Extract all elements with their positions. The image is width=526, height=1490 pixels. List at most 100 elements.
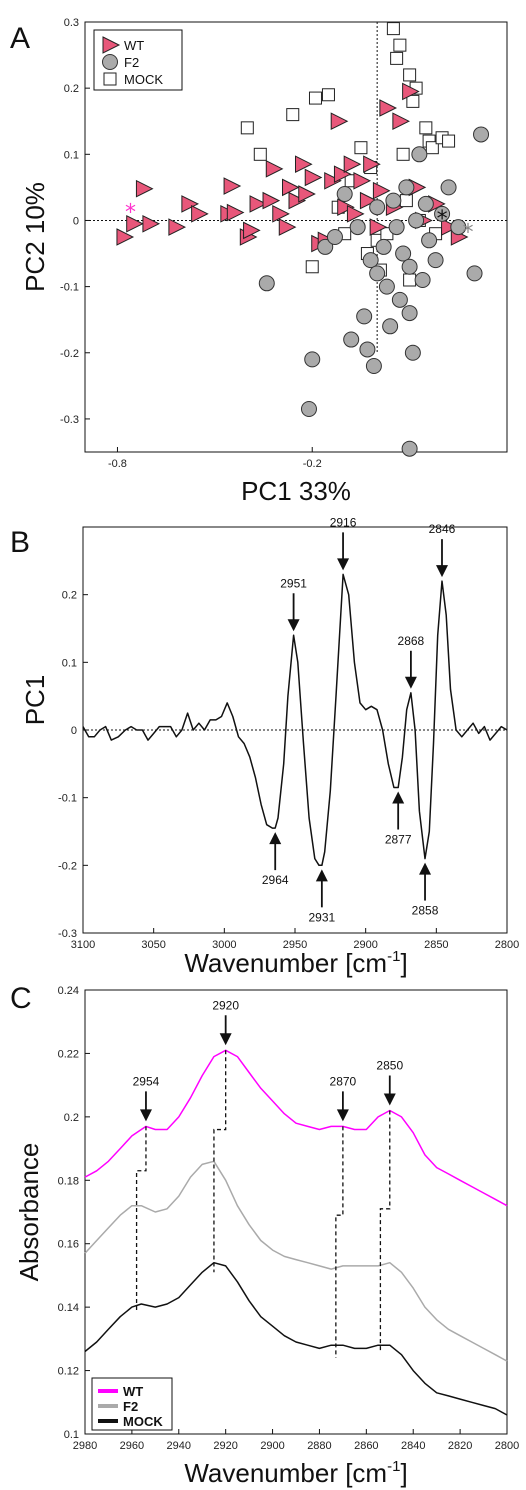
panel-a-point-wt (298, 185, 316, 203)
panel-b-xtick-label: 2950 (283, 939, 307, 951)
panel-b-annotation-2964-label: 2964 (262, 873, 289, 887)
panel-a-legend-marker-f2 (102, 54, 118, 70)
panel-c-xtick-label: 2980 (73, 1440, 97, 1452)
panel-a-points: * * * (116, 22, 490, 457)
panel-c-annotation-2850-head (383, 1093, 396, 1106)
panel-b-xlabel: Wavenumber [cm-1] (184, 948, 407, 978)
panel-a-point-mock (286, 108, 300, 122)
panel-c-annotation-2954-label: 2954 (133, 1074, 160, 1088)
panel-a-point-f2 (378, 278, 395, 295)
panel-a-point-wt (181, 195, 199, 213)
panel-a-point-wt (337, 198, 355, 217)
panel-b-annotation-2951-label: 2951 (280, 576, 307, 590)
panel-a-point-mock-centroid: * (437, 207, 448, 232)
panel-c-annotation-2870-label: 2870 (330, 1074, 357, 1088)
panel-letter-a: A (10, 22, 30, 55)
panel-a-ylabel: PC2 10% (20, 182, 50, 292)
panel-c-xtick-label: 2900 (260, 1440, 284, 1452)
panel-a-point-wt (346, 205, 365, 223)
panel-a-point-f2 (343, 331, 360, 348)
panel-a-point-f2 (417, 195, 434, 212)
panel-a-point-wt (278, 218, 297, 236)
panel-b-ytick-label: 0.2 (62, 590, 77, 602)
panel-c-frame (84, 989, 508, 1435)
panel-a-point-f2 (421, 232, 438, 249)
panel-a-point-mock (354, 141, 368, 155)
panel-a-point-wt (402, 82, 420, 101)
panel-c-shift-guide (335, 1126, 344, 1358)
panel-a-point-f2 (369, 199, 386, 216)
panel-a-point-f2 (408, 212, 425, 229)
panel-a-point-f2 (317, 238, 334, 255)
panel-c-xtick-label: 2800 (495, 1440, 519, 1452)
panel-c-legend-label-wt: WT (123, 1384, 143, 1399)
panel-a-xlabel: PC1 33% (241, 476, 351, 506)
panel-a-point-f2 (385, 192, 402, 209)
panel-a-point-f2 (401, 305, 418, 322)
panel-a-point-wt (226, 203, 245, 222)
panel-b-ytick-label: 0.1 (62, 657, 77, 669)
panel-b-xtick-label: 3050 (141, 939, 165, 951)
panel-a-point-wt (392, 112, 410, 131)
panel-c-series-mock (84, 1261, 508, 1416)
panel-a-point-f2 (395, 245, 412, 262)
panel-a-point-wt (265, 160, 284, 178)
panel-b-annotation-2846-head (435, 565, 448, 578)
panel-b-ytick-label: -0.3 (58, 928, 77, 940)
panel-a-point-mock (308, 91, 322, 105)
panel-a-point-f2 (414, 272, 431, 288)
panel-c-xtick-label: 2840 (401, 1440, 425, 1452)
panel-a-point-wt (353, 171, 372, 190)
panel-a-point-f2 (411, 146, 428, 163)
panel-a-point-wt (116, 228, 135, 246)
panel-b-annotation-2858-head (419, 862, 432, 875)
panel-c-ytick-label: 0.22 (58, 1048, 79, 1060)
panel-c-xtick-label: 2920 (213, 1440, 237, 1452)
panel-a-xtick-label: -0.8 (108, 458, 127, 470)
panel-c-annotations: 2954 2920 2870 2850 (133, 998, 403, 1358)
panel-a-point-f2 (450, 219, 467, 236)
panel-a-point-wt (168, 218, 187, 236)
panel-a-point-mock (253, 147, 267, 161)
panel-c-annotation-2920-head (219, 1033, 232, 1046)
panel-b-xtick-label: 3000 (212, 939, 236, 951)
panel-a-ytick-label: 0 (73, 215, 79, 227)
panel-b-annotation-2951-head (287, 619, 300, 632)
panel-b-annotation-2858-label: 2858 (412, 904, 439, 918)
panel-a-point-mock (403, 273, 417, 287)
panel-a-point-f2 (356, 308, 373, 325)
panel-a-point-mock (419, 121, 433, 135)
panel-a-point-f2 (404, 344, 421, 361)
panel-a-point-f2 (304, 351, 321, 368)
panel-a-point-mock (393, 38, 407, 52)
panel-b-ytick-label: 0 (71, 725, 77, 737)
panel-a-point-wt (359, 191, 378, 210)
panel-a-ytick-label: -0.1 (60, 282, 79, 294)
panel-b-ylabel: PC1 (20, 675, 50, 726)
panel-b-annotation-2877-label: 2877 (385, 833, 412, 847)
panel-b-annotation-2868-label: 2868 (398, 634, 425, 648)
panel-letter-b: B (10, 526, 30, 559)
panel-c-xlabel-end: ] (400, 1458, 407, 1488)
panel-c-shift-guide (135, 1126, 147, 1311)
panel-b-annotation-2877-head (392, 791, 405, 804)
panel-c-xtick-label: 2880 (307, 1440, 331, 1452)
panel-b-xtick-label: 2900 (353, 939, 377, 951)
panel-c-xtick-label: 2820 (448, 1440, 472, 1452)
panel-c-shift-guide (379, 1110, 391, 1352)
panel-a-point-f2 (258, 275, 275, 292)
panel-c-ytick-label: 0.16 (58, 1239, 79, 1251)
panel-b-annotation-2846-label: 2846 (429, 522, 456, 536)
panel-a-ytick-label: 0.3 (64, 17, 79, 29)
panel-a-point-mock (406, 94, 420, 108)
panel-a-point-f2 (427, 252, 444, 269)
panel-c-series (84, 1049, 508, 1416)
panel-a-point-wt (369, 218, 388, 236)
panel-a-point-f2 (401, 258, 418, 275)
panel-c-series-f2 (84, 1160, 508, 1362)
panel-b-xlabel-main: Wavenumber [cm (184, 948, 387, 978)
